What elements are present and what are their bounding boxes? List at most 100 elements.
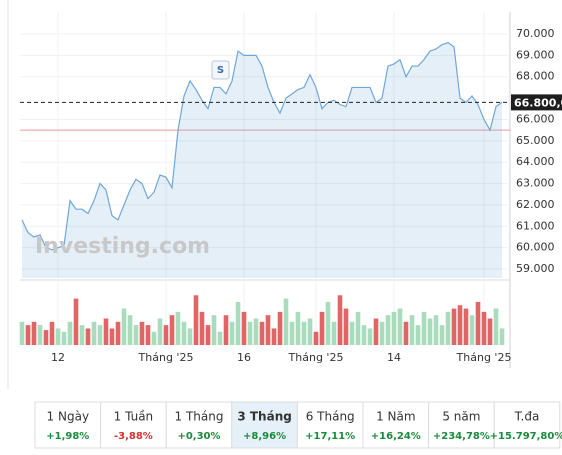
period-label: 3 Tháng — [237, 410, 292, 424]
volume-bar — [271, 328, 277, 345]
period-label: 1 Ngày — [47, 410, 90, 424]
volume-bar — [145, 325, 151, 345]
period-tab[interactable] — [165, 401, 233, 449]
x-tick-label: Tháng '25 — [456, 351, 512, 364]
x-tick-label: Tháng '25 — [138, 351, 194, 364]
volume-bar — [439, 325, 445, 345]
volume-bar — [43, 330, 49, 345]
volume-bar — [91, 321, 97, 345]
event-marker-label: S — [217, 65, 224, 76]
period-change: +16,24% — [371, 431, 421, 442]
volume-bar — [175, 311, 181, 345]
volume-bar — [373, 318, 379, 345]
period-tab[interactable] — [428, 401, 495, 449]
axis: 59.000 60.000 61.000 62.000 63.000 64.000 65.0… — [516, 27, 555, 275]
x-tick-label: 16 — [237, 351, 251, 364]
volume-bar — [217, 331, 223, 345]
volume-bar — [85, 328, 91, 345]
volume-bar — [25, 325, 31, 345]
period-tab[interactable] — [34, 401, 102, 449]
volume-bar — [55, 328, 61, 345]
volume-bar — [463, 308, 469, 345]
volume-bar — [415, 325, 421, 345]
volume-bar — [385, 315, 391, 345]
y-tick-label: 59.000 — [516, 262, 555, 275]
period-change: +1,98% — [46, 431, 89, 442]
volume-bar — [139, 321, 145, 345]
y-tick-label: 68.000 — [516, 70, 555, 83]
volume-bar — [475, 301, 481, 345]
volume-bar — [397, 308, 403, 345]
volume-bar — [289, 321, 295, 345]
volume-bar — [277, 311, 283, 345]
volume-bar — [481, 311, 487, 345]
volume-bar — [253, 318, 259, 345]
y-tick-label: 70.000 — [516, 27, 555, 40]
volume-bar — [499, 328, 505, 345]
volume-bar — [187, 328, 193, 345]
volume-bar — [337, 295, 343, 345]
period-change: +15.797,80% — [490, 431, 562, 442]
y-tick-label: 69.000 — [516, 48, 555, 61]
period-tab[interactable] — [362, 401, 430, 449]
volume-bar — [193, 295, 199, 345]
volume-bar — [403, 321, 409, 345]
volume-bar — [283, 298, 289, 345]
volume-bar — [433, 315, 439, 345]
period-label: 1 Tuần — [114, 410, 154, 424]
y-tick-label: 61.000 — [516, 219, 555, 232]
volume-bar — [67, 321, 73, 345]
volume-bar — [163, 325, 169, 345]
volume-bar — [325, 301, 331, 345]
x-tick-label: Tháng '25 — [288, 351, 344, 364]
volume-bar — [427, 318, 433, 345]
period-tab[interactable] — [100, 401, 167, 449]
volume-bar — [223, 315, 229, 345]
volume-bar — [127, 315, 133, 345]
period-tab[interactable] — [231, 401, 298, 449]
y-tick-label: 64.000 — [516, 155, 555, 168]
period-change: +17,11% — [305, 431, 355, 442]
volume-bar — [229, 321, 235, 345]
volume-bar — [367, 328, 373, 345]
area — [22, 42, 502, 279]
volume-bar — [97, 325, 103, 345]
volume-bar — [391, 311, 397, 345]
volume-bar — [331, 321, 337, 345]
volume-bar — [151, 331, 157, 345]
period-label: 1 Năm — [376, 410, 415, 424]
volume-bar — [61, 331, 67, 345]
price-line — [21, 41, 503, 251]
volume-bar — [457, 305, 463, 345]
event-marker[interactable] — [211, 60, 230, 80]
volume-bar — [379, 321, 385, 345]
volume-bar — [241, 311, 247, 345]
volume-bar — [451, 308, 457, 345]
period-label: T.đa — [514, 410, 540, 424]
period-tab[interactable] — [493, 401, 561, 449]
volume-bar — [31, 321, 37, 345]
volume-bar — [103, 318, 109, 345]
volume-bar — [49, 321, 55, 345]
last-price-box — [511, 94, 562, 111]
volume-bar — [355, 311, 361, 345]
volume-bar — [211, 315, 217, 345]
y-tick-label: 60.000 — [516, 241, 555, 254]
volume-bar — [19, 321, 25, 345]
volume-bar — [235, 301, 241, 345]
volume-bar — [259, 321, 265, 345]
volume-bar — [295, 311, 301, 345]
period-tab[interactable] — [296, 401, 364, 449]
volume-bar — [349, 321, 355, 345]
period-change: +234,78% — [433, 431, 490, 442]
volume-bar — [205, 325, 211, 345]
volume-bar — [133, 325, 139, 345]
watermark: Investing.com — [35, 234, 210, 259]
volume-bar — [409, 315, 415, 345]
period-label: 5 năm — [442, 410, 480, 424]
volume-bar — [73, 298, 79, 345]
volume-bar — [181, 321, 187, 345]
volume-bar — [37, 325, 43, 345]
